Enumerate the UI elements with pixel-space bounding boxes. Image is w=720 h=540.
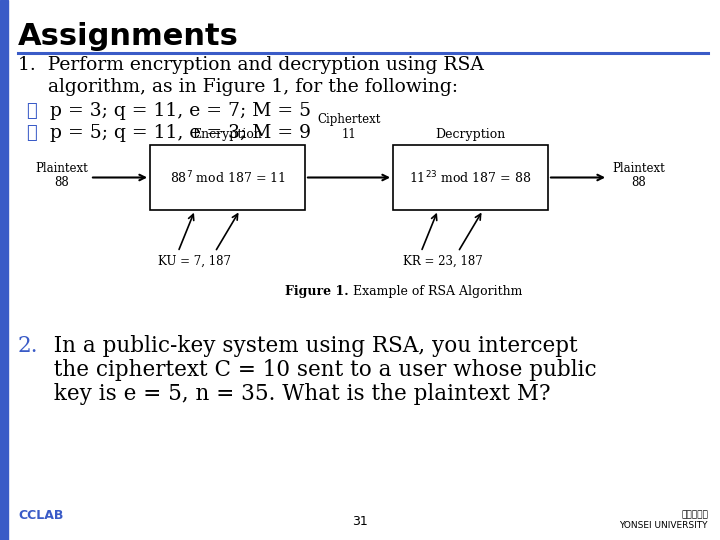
Text: In a public-key system using RSA, you intercept: In a public-key system using RSA, you in… (40, 335, 577, 357)
Bar (150, 145, 305, 210)
Text: Assignments: Assignments (18, 22, 239, 51)
Text: key is e = 5, n = 35. What is the plaintext M?: key is e = 5, n = 35. What is the plaint… (40, 383, 551, 405)
Text: Decryption: Decryption (436, 128, 505, 141)
Bar (393, 145, 548, 210)
Text: p = 5; q = 11, e = 3; M = 9: p = 5; q = 11, e = 3; M = 9 (38, 124, 311, 142)
Text: 88$^7$ mod 187 = 11: 88$^7$ mod 187 = 11 (170, 169, 285, 186)
Text: Plaintext
88: Plaintext 88 (612, 161, 665, 190)
Text: Plaintext
88: Plaintext 88 (35, 161, 88, 190)
Text: algorithm, as in Figure 1, for the following:: algorithm, as in Figure 1, for the follo… (18, 78, 458, 96)
Text: 31: 31 (352, 515, 368, 528)
Text: Ciphertext
11: Ciphertext 11 (318, 113, 381, 141)
Bar (0, 0, 8, 540)
Text: Example of RSA Algorithm: Example of RSA Algorithm (349, 285, 523, 298)
Text: Encryption: Encryption (192, 128, 262, 141)
Text: ②: ② (26, 124, 37, 142)
Text: ①: ① (26, 102, 37, 120)
Text: 11$^{23}$ mod 187 = 88: 11$^{23}$ mod 187 = 88 (410, 169, 531, 186)
Text: the ciphertext C = 10 sent to a user whose public: the ciphertext C = 10 sent to a user who… (40, 359, 597, 381)
Text: p = 3; q = 11, e = 7; M = 5: p = 3; q = 11, e = 7; M = 5 (38, 102, 311, 120)
Text: KR = 23, 187: KR = 23, 187 (403, 255, 483, 268)
Text: Figure 1.: Figure 1. (285, 285, 349, 298)
Text: CCLAB: CCLAB (18, 509, 63, 522)
Text: KU = 7, 187: KU = 7, 187 (158, 255, 232, 268)
Text: 1.  Perform encryption and decryption using RSA: 1. Perform encryption and decryption usi… (18, 56, 484, 74)
Text: 2.: 2. (18, 335, 38, 357)
Text: 연세대학교
YONSEI UNIVERSITY: 연세대학교 YONSEI UNIVERSITY (619, 511, 708, 530)
